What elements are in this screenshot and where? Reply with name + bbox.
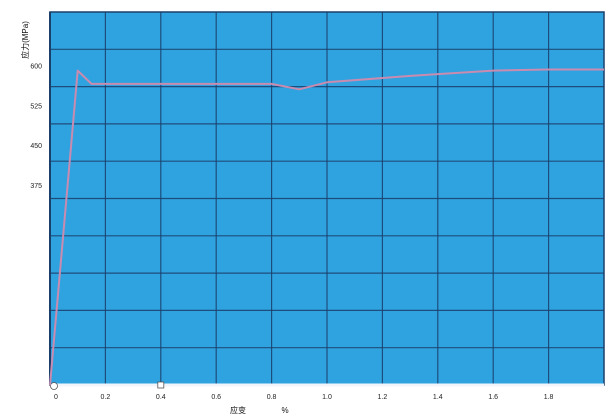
x-tick-label: 0.4 (156, 394, 166, 401)
y-tick-label: 525 (30, 103, 42, 110)
x-tick-label: 1.8 (544, 394, 554, 401)
x-axis-unit: % (281, 406, 288, 415)
y-tick-label: 375 (30, 183, 42, 190)
x-tick-label: 0.2 (101, 394, 111, 401)
origin-marker (51, 383, 58, 390)
x-tick-label: 1.0 (322, 394, 332, 401)
y-tick-label: 600 (30, 63, 42, 70)
x-tick-label: 1.2 (378, 394, 388, 401)
x-tick-label: 1.4 (433, 394, 443, 401)
x-tick-label: 0.6 (211, 394, 221, 401)
x-axis-title: 应变 (230, 405, 246, 415)
y-axis-title: 应力(MPa) (20, 21, 30, 59)
x-tick-label: 1.6 (488, 394, 498, 401)
y-tick-label: 450 (30, 143, 42, 150)
x-tick-label: 0 (54, 394, 58, 401)
x-tick-label: 0.8 (267, 394, 277, 401)
x-axis-marker (158, 382, 164, 388)
